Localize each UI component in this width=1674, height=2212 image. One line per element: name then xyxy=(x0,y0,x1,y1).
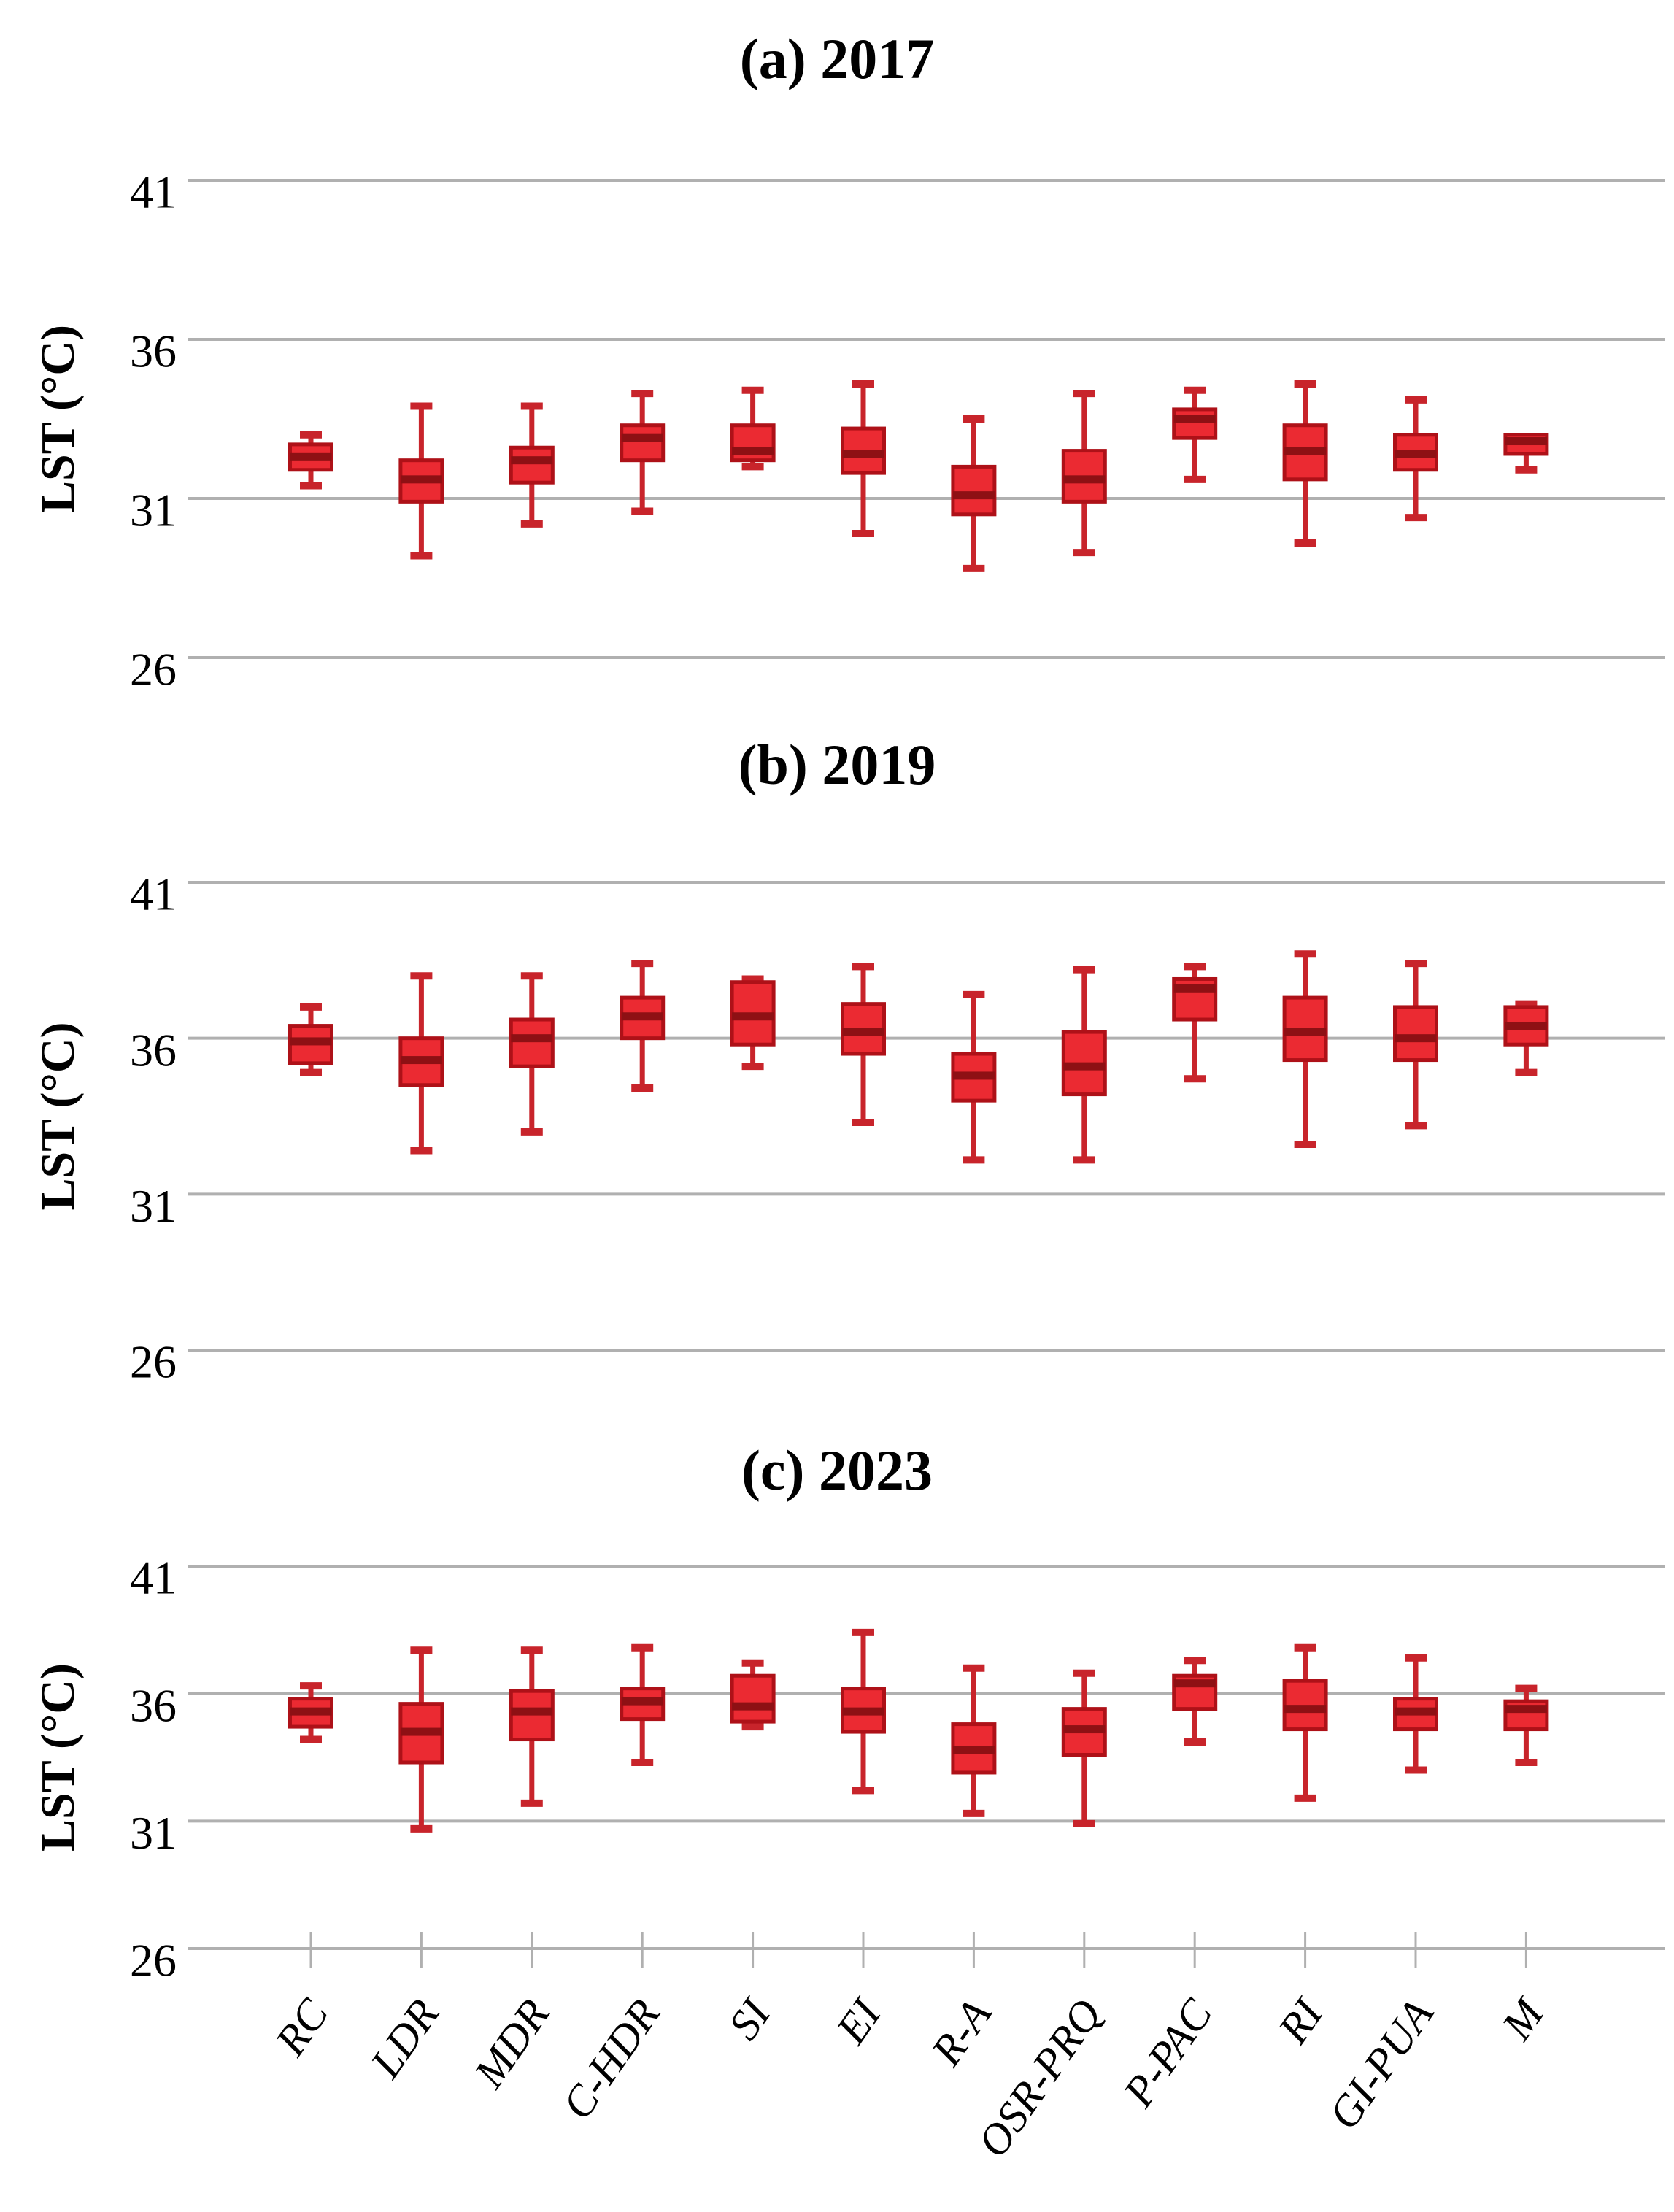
panel-title-2019: (b) 2019 xyxy=(738,733,936,796)
y-axis-title: LST (°C) xyxy=(31,1663,85,1851)
x-tick-label: GI-PUA xyxy=(1319,1990,1443,2138)
median-line xyxy=(511,1034,553,1043)
median-line xyxy=(842,1707,884,1716)
x-tick-label: LDR xyxy=(360,1991,448,2087)
median-line xyxy=(1063,475,1106,484)
median-line xyxy=(290,452,332,461)
iqr-box xyxy=(951,464,997,517)
y-tick-label: 26 xyxy=(130,1935,177,1986)
iqr-box xyxy=(1393,1005,1438,1063)
y-tick-label: 41 xyxy=(130,1552,177,1604)
median-line xyxy=(621,1697,663,1706)
panel-title-2023: (c) 2023 xyxy=(741,1438,933,1502)
median-line xyxy=(842,450,884,458)
y-axis-title: LST (°C) xyxy=(31,1022,85,1210)
median-line xyxy=(621,433,663,442)
y-tick-label: 31 xyxy=(130,485,177,536)
median-line xyxy=(1395,450,1437,458)
median-line xyxy=(1284,1705,1327,1714)
median-line xyxy=(400,1727,442,1736)
median-line xyxy=(1173,984,1216,993)
median-line xyxy=(621,1012,663,1021)
boxplot-panel-2017: 41 36 31 26 LST (°C) xyxy=(31,166,1665,695)
median-line xyxy=(732,1012,774,1021)
median-line xyxy=(290,1707,332,1716)
median-line xyxy=(732,1702,774,1711)
median-line xyxy=(952,1746,995,1754)
median-line xyxy=(400,475,442,484)
median-line xyxy=(1063,1062,1106,1071)
x-tick-label: RI xyxy=(1268,1989,1333,2053)
median-line xyxy=(952,1071,995,1080)
median-line xyxy=(1505,1705,1547,1714)
y-tick-label: 36 xyxy=(130,1024,177,1076)
y-tick-label: 26 xyxy=(130,644,177,695)
x-tick-label: M xyxy=(1492,1989,1554,2049)
median-line xyxy=(400,1056,442,1065)
median-line xyxy=(1505,437,1547,446)
median-line xyxy=(1284,447,1327,455)
median-line xyxy=(952,491,995,500)
median-line xyxy=(511,456,553,465)
iqr-box xyxy=(620,423,666,463)
iqr-box xyxy=(509,445,555,485)
x-tick-label: C-HDR xyxy=(553,1991,669,2128)
median-line xyxy=(1395,1034,1437,1043)
median-line xyxy=(1395,1707,1437,1716)
y-tick-label: 36 xyxy=(130,1679,177,1731)
x-tick-label: SI xyxy=(720,1989,781,2048)
y-tick-label: 31 xyxy=(130,1180,177,1232)
median-line xyxy=(290,1037,332,1046)
iqr-box xyxy=(730,1673,776,1724)
y-tick-label: 31 xyxy=(130,1807,177,1859)
median-line xyxy=(842,1028,884,1036)
median-line xyxy=(1284,1028,1327,1036)
x-tick-label: EI xyxy=(827,1989,892,2053)
boxplot-panel-2019: 41 36 31 26 LST (°C) xyxy=(31,868,1665,1388)
x-tick-label: RC xyxy=(266,1990,338,2065)
median-line xyxy=(732,447,774,455)
iqr-box xyxy=(509,1017,555,1068)
x-tick-label: MDR xyxy=(464,1991,558,2097)
median-line xyxy=(1505,1022,1547,1030)
y-tick-label: 36 xyxy=(130,325,177,377)
x-tick-label: P-PAC xyxy=(1114,1990,1222,2116)
panel-title-2017: (a) 2017 xyxy=(739,27,935,90)
y-tick-label: 41 xyxy=(130,166,177,218)
iqr-box xyxy=(1172,407,1218,440)
median-line xyxy=(1063,1725,1106,1734)
median-line xyxy=(511,1707,553,1716)
median-line xyxy=(1173,415,1216,423)
y-axis-title: LST (°C) xyxy=(31,325,85,513)
x-tick-label: R-A xyxy=(922,1990,1000,2074)
y-tick-label: 26 xyxy=(130,1336,177,1388)
y-tick-label: 41 xyxy=(130,868,177,920)
median-line xyxy=(1173,1679,1216,1688)
iqr-box xyxy=(730,423,776,463)
